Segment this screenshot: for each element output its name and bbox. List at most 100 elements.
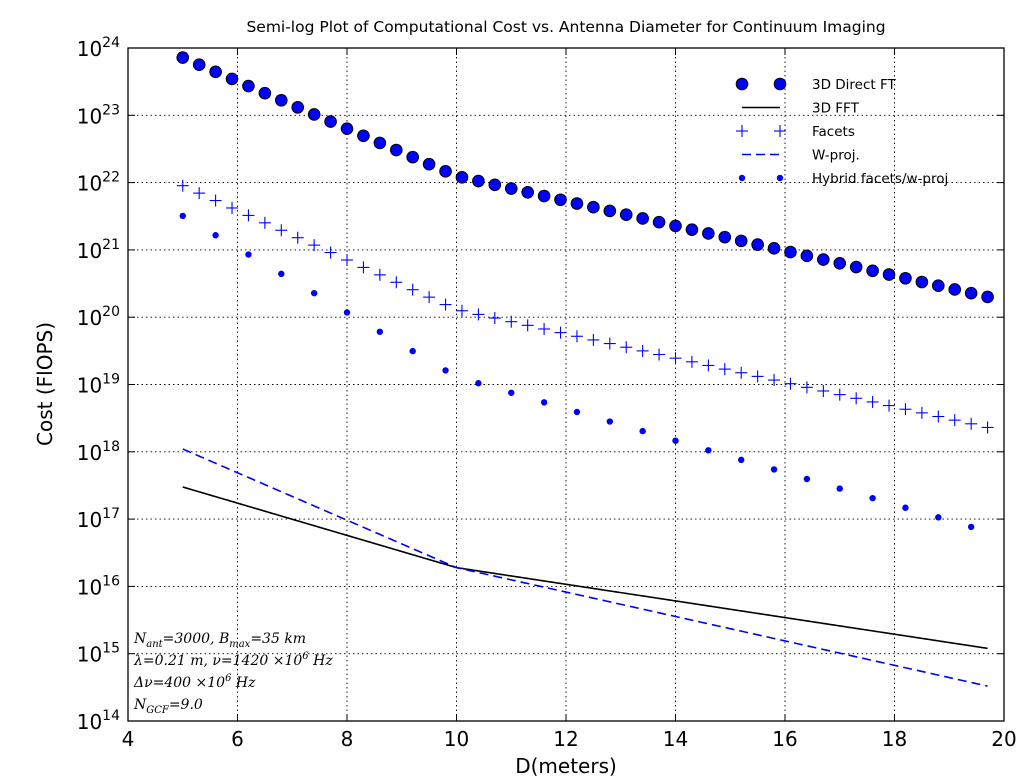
data-point xyxy=(866,395,879,408)
data-point xyxy=(735,366,748,379)
data-point xyxy=(209,194,222,207)
data-point xyxy=(455,171,469,184)
legend-item: W-proj. xyxy=(742,148,860,164)
y-tick-label: 1016 xyxy=(77,573,120,599)
legend-item: Facets xyxy=(736,124,855,140)
data-point xyxy=(653,348,666,361)
x-tick-label: 16 xyxy=(772,727,797,751)
data-point xyxy=(619,208,633,222)
data-point xyxy=(554,193,567,207)
series-hybrid-facets-w-proj xyxy=(179,212,975,531)
data-point xyxy=(193,187,206,200)
x-tick-label: 6 xyxy=(231,727,244,751)
data-point xyxy=(817,253,830,266)
chart-title: Semi-log Plot of Computational Cost vs. … xyxy=(246,18,885,36)
data-point xyxy=(866,264,879,278)
data-point xyxy=(504,182,518,195)
data-point xyxy=(902,504,909,511)
data-point xyxy=(669,219,682,233)
series-3d-direct-ft xyxy=(176,51,994,304)
data-point xyxy=(672,437,679,444)
data-point xyxy=(540,399,548,406)
data-point xyxy=(521,319,534,332)
data-point xyxy=(373,268,386,281)
y-tick-label: 1020 xyxy=(77,304,120,330)
x-tick-label: 8 xyxy=(341,727,354,751)
data-point xyxy=(899,403,912,416)
data-point xyxy=(423,291,436,304)
annotation-line: NGCF=9.0 xyxy=(133,697,203,716)
data-point xyxy=(685,355,698,368)
data-point xyxy=(784,245,797,259)
y-tick-label: 1019 xyxy=(77,372,120,398)
data-point xyxy=(833,256,847,270)
data-point xyxy=(603,337,616,350)
data-point xyxy=(373,136,387,150)
legend: 3D Direct FT 3D FFT Facets W-proj. Hybrid fa… xyxy=(735,77,948,187)
y-tick-label: 1022 xyxy=(77,170,120,196)
data-point xyxy=(948,283,962,296)
legend-item: 3D Direct FT xyxy=(735,77,897,93)
series-layer xyxy=(176,51,994,687)
data-point xyxy=(685,223,699,236)
data-point xyxy=(734,234,748,248)
data-point xyxy=(587,200,600,214)
data-point xyxy=(948,414,961,427)
legend-label: W-proj. xyxy=(812,148,860,164)
data-point xyxy=(521,185,534,199)
data-point xyxy=(324,246,337,259)
data-point xyxy=(278,270,285,278)
x-tick-label: 12 xyxy=(553,727,578,751)
data-point xyxy=(770,466,778,473)
data-point xyxy=(800,381,813,394)
data-point xyxy=(932,279,945,293)
y-axis-label: Cost (FlOPS) xyxy=(33,322,57,446)
data-point xyxy=(209,65,222,79)
data-point xyxy=(406,150,420,164)
parameter-annotations: Nant=3000, Bmax=35 kmλ=0.21 m, ν=1420 ×1… xyxy=(133,631,333,716)
data-point xyxy=(343,309,351,316)
data-point xyxy=(226,201,239,214)
legend-marker xyxy=(774,125,786,137)
y-tick-label: 1024 xyxy=(77,35,120,61)
data-point xyxy=(505,315,518,328)
data-point xyxy=(258,216,271,229)
legend-marker xyxy=(738,174,746,182)
data-point xyxy=(915,406,928,419)
data-point xyxy=(738,456,745,464)
data-point xyxy=(242,209,255,222)
data-point xyxy=(275,93,288,107)
y-tick-labels: 1014 1015 1016 1017 1018 1019 1020 1021 1022 1023… xyxy=(77,35,120,734)
data-point xyxy=(376,328,384,335)
legend-item: 3D FFT xyxy=(742,101,860,117)
series-w-proj xyxy=(182,448,988,687)
data-point xyxy=(341,253,353,266)
legend-item: Hybrid facets/w-proj xyxy=(738,171,948,187)
data-point xyxy=(455,304,468,317)
data-point xyxy=(803,475,811,483)
data-point xyxy=(800,249,814,263)
data-point xyxy=(212,232,219,239)
data-point xyxy=(570,197,584,210)
x-tick-label: 18 xyxy=(882,727,907,751)
data-point xyxy=(817,384,830,397)
data-point xyxy=(606,418,613,425)
data-point xyxy=(718,363,731,376)
data-point xyxy=(636,212,649,225)
x-tick-label: 4 xyxy=(122,727,135,751)
y-tick-label: 1015 xyxy=(77,641,120,667)
data-point xyxy=(409,347,416,355)
data-point xyxy=(620,341,633,354)
data-point xyxy=(981,290,994,304)
series-line xyxy=(182,448,988,687)
data-point xyxy=(439,165,452,178)
data-point xyxy=(291,231,304,244)
annotation-line: Δν=400 ×106 Hz xyxy=(133,673,256,691)
data-point xyxy=(751,370,764,383)
data-point xyxy=(537,189,551,203)
data-point xyxy=(192,58,206,72)
data-point xyxy=(702,227,715,240)
data-point xyxy=(784,377,797,390)
